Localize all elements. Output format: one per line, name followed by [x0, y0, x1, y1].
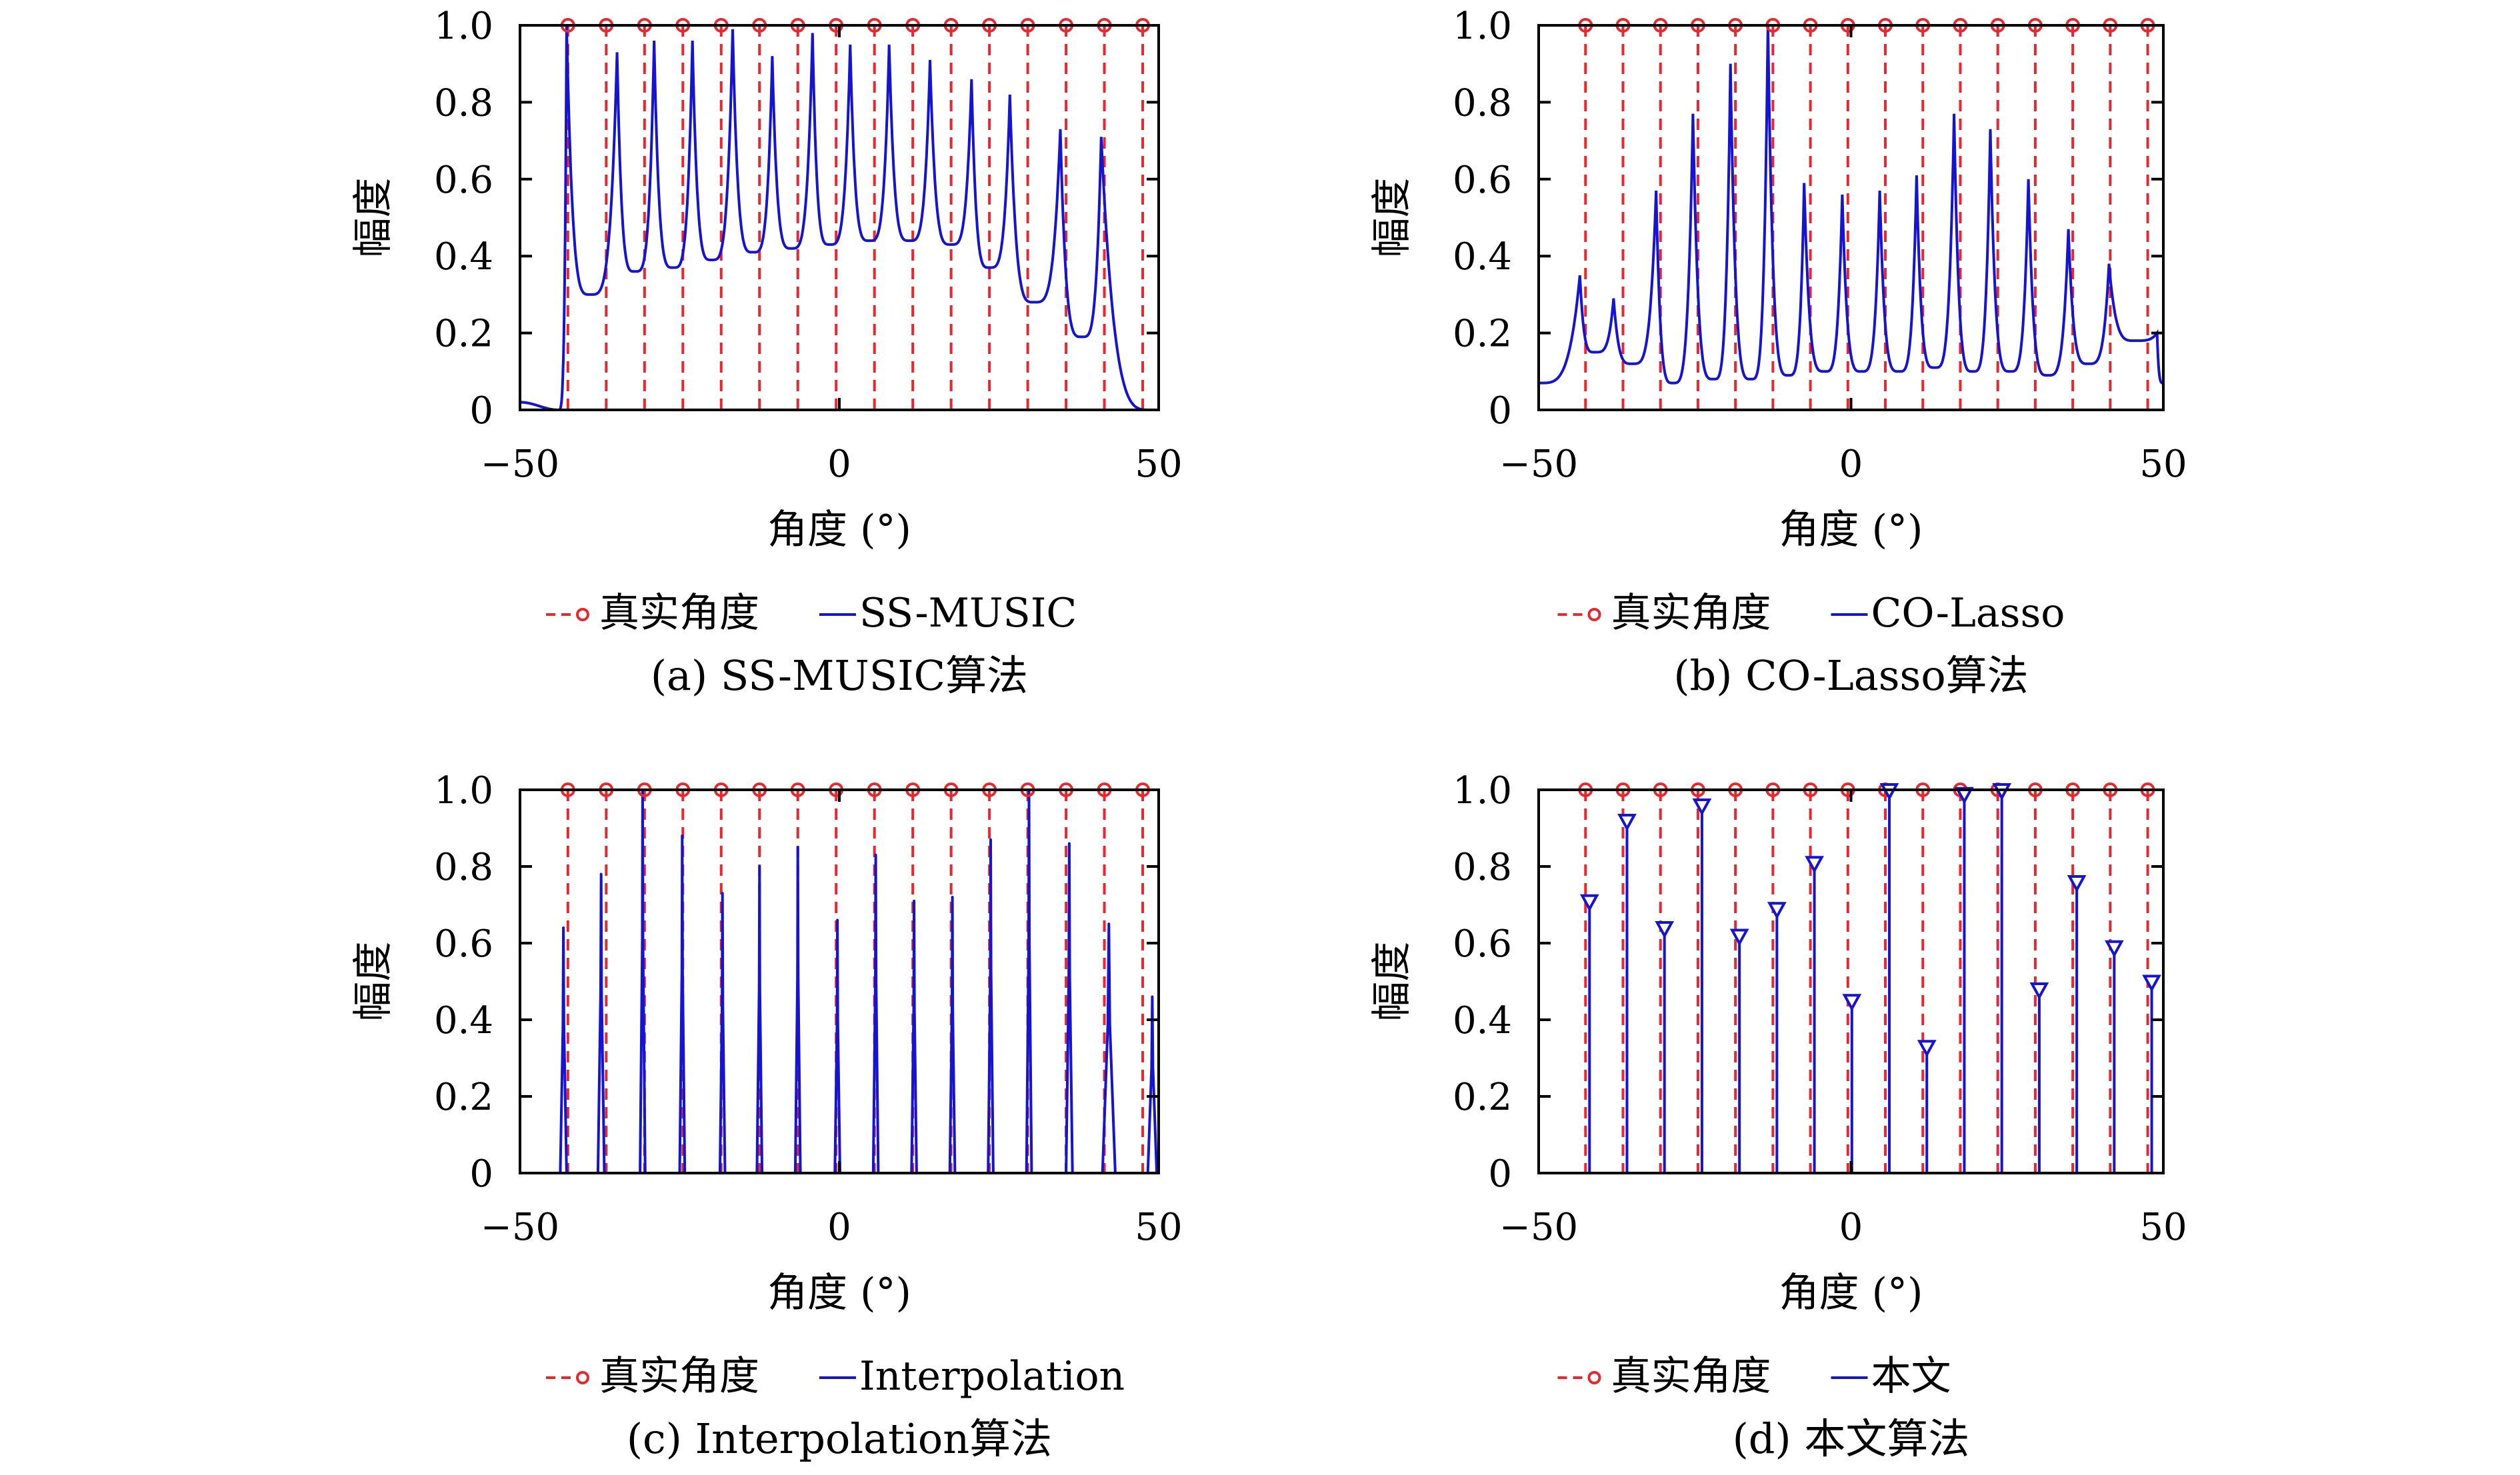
- y-tick-label: 0: [1488, 389, 1512, 433]
- spike-peak: [833, 918, 841, 1173]
- stem-marker: [1955, 786, 1974, 804]
- x-tick-label: 0: [827, 1206, 851, 1249]
- x-tick-label: 0: [1839, 1206, 1863, 1249]
- y-tick-label: 0.8: [434, 846, 493, 889]
- y-tick-label: 0.4: [1453, 999, 1512, 1042]
- stem-marker: [1842, 994, 1862, 1012]
- spike-peak: [596, 872, 606, 1173]
- y-tick-label: 1.0: [434, 769, 493, 812]
- spike-peak: [987, 838, 995, 1173]
- x-tick-label: −50: [481, 443, 559, 486]
- x-tick-label: −50: [481, 1206, 559, 1249]
- y-tick-label: 0.2: [1453, 313, 1512, 356]
- spike-peak: [948, 896, 957, 1173]
- x-tick-label: 50: [1135, 443, 1182, 486]
- y-tick-label: 0.2: [434, 313, 493, 356]
- y-tick-label: 0: [469, 389, 493, 433]
- stem-marker: [1729, 928, 1749, 946]
- y-tick-label: 0: [469, 1152, 493, 1196]
- y-tick-label: 0: [1488, 1152, 1512, 1196]
- plot-area: [520, 25, 1153, 410]
- spike-peak: [910, 899, 918, 1173]
- spike-peak: [718, 892, 727, 1173]
- x-tick-label: 50: [2139, 1206, 2187, 1249]
- y-tick-label: 0.8: [1453, 81, 1512, 125]
- y-tick-label: 0.6: [434, 159, 493, 202]
- x-tick-label: −50: [1499, 443, 1578, 486]
- legend-true-angle-marker: [576, 608, 589, 621]
- plot-area: [559, 788, 1159, 1173]
- legend-estimate-label: SS-MUSIC: [859, 590, 1077, 637]
- stem-marker: [2142, 974, 2161, 992]
- y-tick-label: 0.2: [434, 1076, 493, 1119]
- plot-area: [1584, 790, 2153, 1173]
- y-tick-label: 1.0: [1453, 5, 1512, 48]
- x-axis-label: 角度 (°): [767, 1270, 911, 1316]
- legend-true-angle-marker: [1587, 608, 1601, 621]
- stem-marker: [1655, 921, 1675, 939]
- y-axis-label: 幅度: [350, 942, 397, 1022]
- panel-caption: (a) SS-MUSIC算法: [651, 651, 1028, 700]
- y-tick-label: 0.6: [434, 922, 493, 966]
- y-tick-label: 0.4: [1453, 235, 1512, 279]
- x-axis-label: 角度 (°): [1779, 1270, 1923, 1316]
- spike-peak: [1101, 922, 1117, 1173]
- panel-caption: (c) Interpolation算法: [627, 1414, 1052, 1463]
- x-axis-label: 角度 (°): [1779, 507, 1923, 553]
- legend-true-angle-label: 真实角度: [1611, 1353, 1771, 1400]
- spike-peak: [559, 926, 568, 1173]
- y-axis-label: 幅度: [1369, 178, 1415, 258]
- stem-marker: [1805, 856, 1824, 874]
- spike-peak: [678, 834, 687, 1173]
- legend-estimate-label: Interpolation: [859, 1353, 1125, 1400]
- stem-marker: [1692, 798, 1712, 816]
- y-tick-label: 1.0: [434, 5, 493, 48]
- y-axis-label: 幅度: [1369, 942, 1415, 1022]
- x-tick-label: 0: [827, 443, 851, 486]
- legend-true-angle-label: 真实角度: [599, 1353, 759, 1400]
- legend-estimate-label: CO-Lasso: [1871, 590, 2065, 637]
- legend-true-angle-label: 真实角度: [1611, 590, 1771, 637]
- x-tick-label: 50: [2139, 443, 2187, 486]
- y-tick-label: 0.8: [434, 81, 493, 125]
- spike-peak: [793, 846, 802, 1173]
- legend-true-angle-marker: [576, 1371, 589, 1384]
- spectrum-line: [520, 25, 1153, 410]
- legend-estimate-label: 本文: [1871, 1353, 1951, 1400]
- plot-area: [1539, 25, 2163, 410]
- stem-marker: [2067, 875, 2087, 893]
- y-axis-label: 幅度: [350, 178, 397, 258]
- y-tick-label: 1.0: [1453, 769, 1512, 812]
- panel-caption: (b) CO-Lasso算法: [1673, 651, 2028, 700]
- x-tick-label: 0: [1839, 443, 1863, 486]
- stem-marker: [1917, 1040, 1937, 1058]
- stem-marker: [2104, 940, 2124, 958]
- y-tick-label: 0.4: [434, 999, 493, 1042]
- stem-marker: [1579, 894, 1599, 912]
- legend-true-angle-marker: [1587, 1371, 1601, 1384]
- spectrum-line: [1539, 25, 2163, 385]
- spike-peak: [871, 853, 880, 1173]
- x-tick-label: 50: [1135, 1206, 1182, 1249]
- stem-marker: [2029, 982, 2049, 1000]
- legend-true-angle-label: 真实角度: [599, 590, 759, 637]
- y-tick-label: 0.8: [1453, 846, 1512, 889]
- x-axis-label: 角度 (°): [767, 507, 911, 553]
- stem-marker: [1767, 902, 1787, 920]
- spike-peak: [1065, 842, 1074, 1173]
- panel-caption: (d) 本文算法: [1733, 1414, 1970, 1463]
- stem-marker: [1617, 814, 1637, 832]
- y-tick-label: 0.6: [1453, 922, 1512, 966]
- y-tick-label: 0.2: [1453, 1076, 1512, 1119]
- y-tick-label: 0.4: [434, 235, 493, 279]
- spike-peak: [1146, 995, 1159, 1173]
- x-tick-label: −50: [1499, 1206, 1578, 1249]
- spike-peak: [755, 865, 764, 1173]
- y-tick-label: 0.6: [1453, 159, 1512, 202]
